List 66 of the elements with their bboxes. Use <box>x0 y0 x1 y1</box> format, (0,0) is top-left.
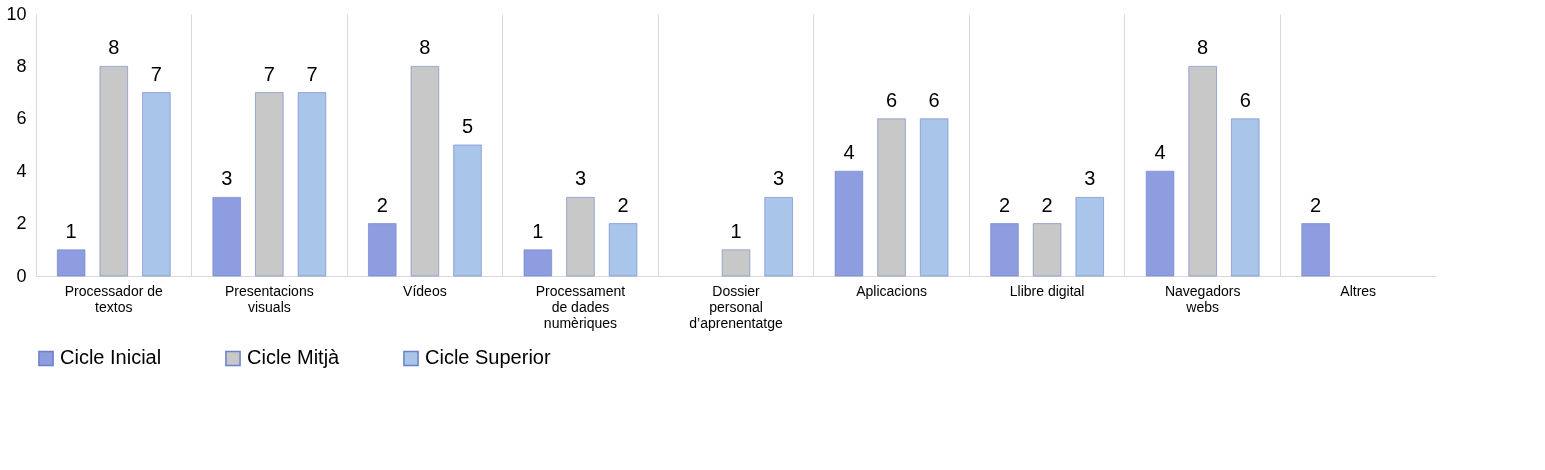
x-tick-label: Altres <box>1340 282 1377 299</box>
bar <box>297 92 327 277</box>
data-label: 3 <box>773 167 785 190</box>
data-label: 6 <box>1239 88 1251 111</box>
y-tick-label: 2 <box>16 213 27 234</box>
data-label: 2 <box>1310 193 1322 216</box>
bar <box>990 223 1019 277</box>
data-label: 4 <box>1154 141 1166 164</box>
y-tick-label: 4 <box>16 160 27 181</box>
bar <box>367 223 397 277</box>
data-label: 1 <box>730 219 742 242</box>
bar <box>523 249 553 277</box>
data-label: 3 <box>1084 167 1096 190</box>
bar <box>453 144 482 277</box>
data-label: 7 <box>306 62 318 85</box>
data-label: 6 <box>885 88 898 111</box>
bar <box>919 118 949 277</box>
data-label: 8 <box>1197 36 1209 59</box>
bar <box>1075 196 1105 277</box>
x-tick-label: Aplicacions <box>856 282 927 299</box>
y-tick-label: 0 <box>16 265 27 286</box>
x-tick-label: Presentacions visuals <box>224 282 314 315</box>
bar <box>1145 170 1175 277</box>
x-tick-label: Navegadors webs <box>1164 282 1241 315</box>
bar <box>1032 223 1062 277</box>
legend-label: Cicle Superior <box>425 346 551 369</box>
data-label: 8 <box>108 36 120 59</box>
data-label: 6 <box>928 88 940 111</box>
bar <box>212 196 242 277</box>
bar <box>566 196 595 277</box>
x-tick-label: Processador de textos <box>64 282 164 315</box>
bar <box>877 118 906 277</box>
y-tick-label: 6 <box>16 108 27 129</box>
bar <box>254 92 284 277</box>
data-label: 7 <box>150 62 162 85</box>
bar <box>99 65 129 277</box>
bar <box>1301 223 1330 277</box>
legend-label: Cicle Mitjà <box>247 346 341 369</box>
data-label: 5 <box>461 115 474 137</box>
data-label: 1 <box>532 219 544 242</box>
data-label: 3 <box>221 167 233 190</box>
legend-label: Cicle Inicial <box>60 346 162 369</box>
bar <box>608 223 638 277</box>
data-label: 7 <box>263 62 275 85</box>
bar <box>56 249 86 277</box>
data-label: 2 <box>376 193 388 216</box>
data-label: 1 <box>65 219 77 242</box>
y-tick-label: 8 <box>16 55 27 76</box>
data-label: 2 <box>617 193 629 216</box>
data-label: 4 <box>843 141 855 164</box>
x-tick-label: Llibre digital <box>1009 282 1085 299</box>
bar <box>410 65 440 277</box>
data-label: 8 <box>419 36 431 59</box>
data-label: 3 <box>574 167 587 190</box>
data-label: 2 <box>998 193 1011 216</box>
x-tick-label: Dossier personal d’aprenentatge <box>689 282 783 331</box>
data-label: 2 <box>1041 193 1053 216</box>
x-tick-label: Vídeos <box>403 282 447 299</box>
bar <box>1188 65 1218 277</box>
bar <box>764 196 793 277</box>
bar <box>142 92 171 277</box>
bar <box>834 170 864 277</box>
x-tick-label: Processament de dades numèriques <box>535 282 626 331</box>
bar <box>1230 118 1260 277</box>
y-tick-label: 10 <box>6 3 27 24</box>
bar <box>721 249 751 277</box>
